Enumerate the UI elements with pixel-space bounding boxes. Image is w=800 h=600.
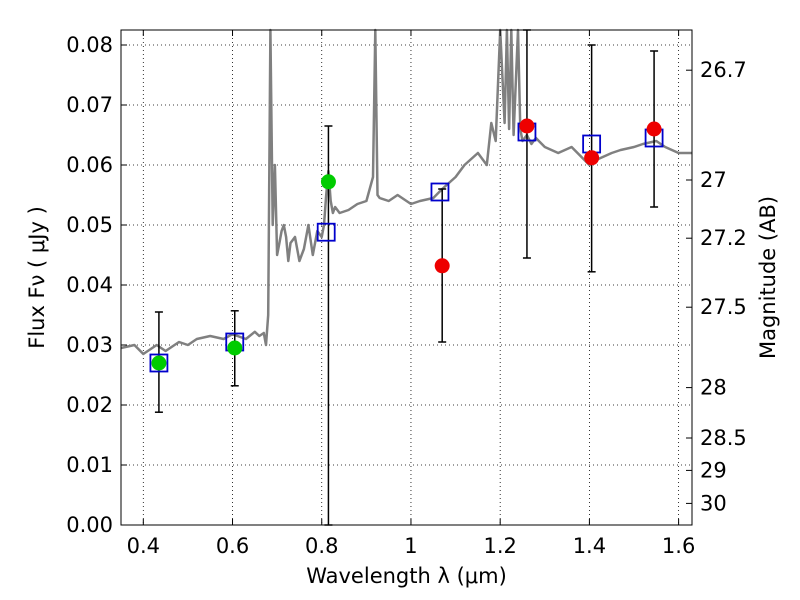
observed-point xyxy=(434,258,450,274)
observed-point xyxy=(584,150,600,166)
y-tick-label: 0.06 xyxy=(66,153,113,177)
x-axis-label: Wavelength λ (μm) xyxy=(306,564,507,588)
observed-point xyxy=(646,121,662,137)
model-point xyxy=(316,222,336,242)
spectrum-layer xyxy=(120,28,692,356)
mag-tick-label: 27.2 xyxy=(700,226,747,250)
observed-point xyxy=(519,118,535,134)
x-tick-label: 1 xyxy=(404,534,417,558)
y-tick-label: 0.00 xyxy=(66,513,113,537)
mag-tick-label: 26.7 xyxy=(700,58,747,82)
y-tick-label: 0.04 xyxy=(66,273,113,297)
y2-axis-label: Magnitude (AB) xyxy=(756,196,780,359)
y-tick-label: 0.08 xyxy=(66,33,113,57)
model-point xyxy=(149,353,169,373)
mag-tick-label: 28 xyxy=(700,376,727,400)
plot-frame xyxy=(120,29,693,526)
spectrum-line xyxy=(120,28,692,356)
x-tick-label: 0.6 xyxy=(216,534,249,558)
mag-tick-label: 28.5 xyxy=(700,426,747,450)
y-tick-label: 0.02 xyxy=(66,393,113,417)
x-tick-label: 1.4 xyxy=(573,534,606,558)
observed-points-layer xyxy=(151,118,662,371)
axis-ticks xyxy=(121,30,692,526)
x-tick-label: 1.2 xyxy=(483,534,516,558)
grid xyxy=(121,30,692,526)
observed-point xyxy=(227,340,243,356)
x-tick-label: 0.8 xyxy=(305,534,338,558)
mag-tick-label: 27 xyxy=(700,168,727,192)
mag-tick-label: 29 xyxy=(700,458,727,482)
x-tick-label: 0.4 xyxy=(127,534,160,558)
observed-point xyxy=(320,174,336,190)
y-axis-label: Flux Fν ( μJy ) xyxy=(25,206,49,349)
x-tick-label: 1.6 xyxy=(662,534,695,558)
y-tick-label: 0.01 xyxy=(66,453,113,477)
y-tick-label: 0.05 xyxy=(66,213,113,237)
model-point xyxy=(430,182,450,202)
tick-labels: 0.4 0.6 0.8 1 1.2 1.4 1.6 0.00 0.01 0.02 0.03 0.04 0… xyxy=(66,33,747,558)
y-tick-label: 0.07 xyxy=(66,93,113,117)
observed-point xyxy=(151,355,167,371)
y-tick-label: 0.03 xyxy=(66,333,113,357)
errorbar-layer xyxy=(154,29,659,526)
mag-tick-label: 27.5 xyxy=(700,295,747,319)
mag-tick-label: 30 xyxy=(700,491,727,515)
